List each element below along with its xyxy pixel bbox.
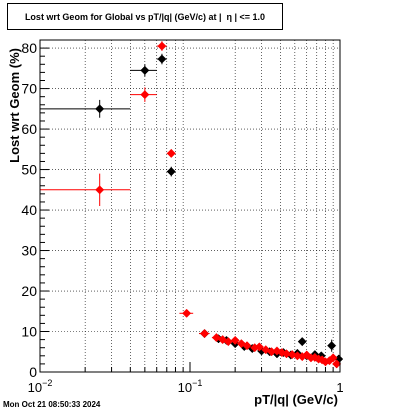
chart-title: Lost wrt Geom for Global vs pT/|q| (GeV/… [7, 3, 283, 30]
y-tick-label: 0 [29, 364, 37, 380]
data-point [166, 167, 176, 177]
data-point [242, 341, 252, 351]
data-point [254, 342, 264, 352]
y-tick-label: 10 [21, 324, 37, 340]
data-point [166, 148, 176, 158]
x-axis-label: pT/|q| (GeV/c) [254, 392, 338, 407]
data-point [230, 335, 240, 345]
data-point [199, 328, 210, 339]
data-point [236, 339, 246, 349]
data-point [327, 341, 337, 351]
data-point [140, 65, 150, 75]
data-point [95, 104, 105, 114]
y-tick-label: 20 [21, 283, 37, 299]
data-point [332, 359, 342, 369]
x-tick-label: 1 [336, 380, 343, 395]
data-point [95, 185, 105, 195]
data-point [182, 308, 192, 318]
data-series [40, 41, 342, 369]
grid-layer [40, 40, 340, 372]
y-tick-label: 30 [21, 243, 37, 259]
y-tick-label: 40 [21, 202, 37, 218]
y-tick-label: 80 [21, 40, 37, 56]
data-point [328, 353, 338, 363]
data-point [281, 349, 292, 359]
y-tick-label: 50 [21, 162, 37, 178]
data-point [157, 54, 167, 64]
data-point [218, 335, 228, 345]
y-tick-label: 60 [21, 121, 37, 137]
data-point [157, 41, 167, 51]
footer-timestamp: Mon Oct 21 08:50:33 2024 [3, 400, 101, 409]
y-tick-label: 70 [21, 81, 37, 97]
data-point [140, 90, 150, 100]
series-layer [40, 41, 344, 369]
data-point [297, 337, 307, 347]
x-tick-label: 10−2 [28, 378, 53, 395]
y-axis-label: Lost wrt Geom (%) [7, 48, 22, 163]
x-tick-label: 10−1 [178, 378, 203, 395]
